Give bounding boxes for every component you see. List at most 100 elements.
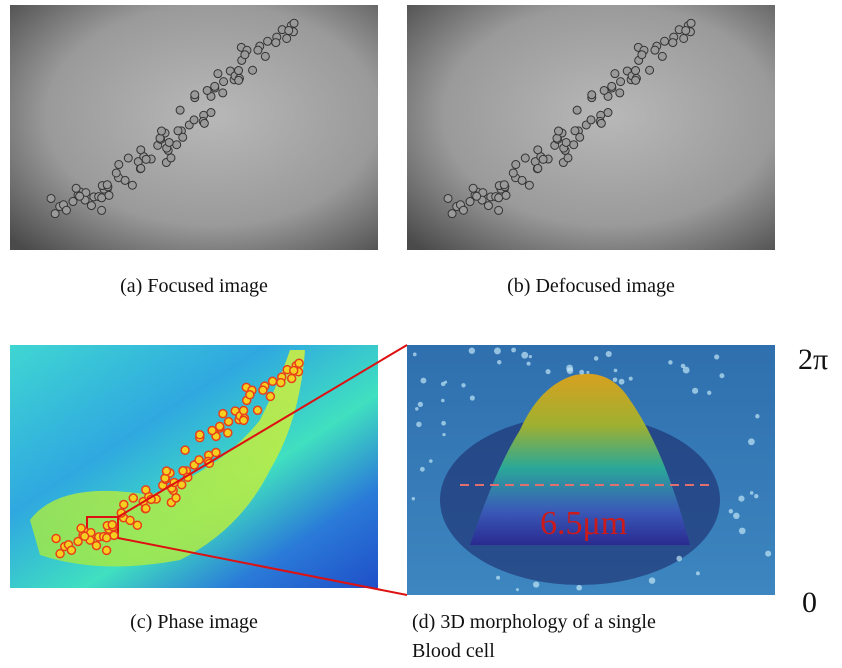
surface-speck xyxy=(733,513,739,519)
surface-speck xyxy=(461,383,465,387)
surface-speck xyxy=(668,360,672,364)
cell xyxy=(571,127,579,135)
cell xyxy=(651,46,659,54)
surface-speck xyxy=(729,509,733,513)
cell xyxy=(632,76,640,84)
cell xyxy=(129,494,137,502)
surface-speck xyxy=(629,377,633,381)
surface-speck xyxy=(529,355,532,358)
surface-speck xyxy=(441,399,445,403)
cell xyxy=(77,524,85,532)
cell xyxy=(121,176,129,184)
cell xyxy=(264,37,272,45)
diameter-label: 6.5μm xyxy=(540,505,627,542)
cell xyxy=(47,194,55,202)
cell xyxy=(92,542,100,550)
cell xyxy=(587,116,595,124)
cell xyxy=(254,46,262,54)
surface-speck xyxy=(614,369,618,373)
cell xyxy=(534,146,542,154)
cell xyxy=(484,202,492,210)
cell xyxy=(555,127,563,135)
surface-speck xyxy=(696,571,700,575)
cell xyxy=(669,39,677,47)
surface-speck xyxy=(415,407,418,410)
phase-image xyxy=(10,345,378,588)
cell xyxy=(176,106,184,114)
cell xyxy=(259,386,267,394)
cell xyxy=(608,82,616,90)
cell xyxy=(254,406,262,414)
cell xyxy=(76,192,84,200)
cell xyxy=(272,39,280,47)
cell xyxy=(174,127,182,135)
cell xyxy=(196,431,204,439)
cell xyxy=(181,446,189,454)
cell xyxy=(658,52,666,60)
3d-morphology: 6.5μm xyxy=(407,345,775,595)
cell xyxy=(459,206,467,214)
cell xyxy=(108,521,116,529)
cell xyxy=(600,86,608,94)
cell xyxy=(539,155,547,163)
surface-speck xyxy=(755,414,759,418)
cell xyxy=(573,106,581,114)
cell xyxy=(219,410,227,418)
cell xyxy=(167,154,175,162)
focused-image xyxy=(10,5,378,250)
defocused-image xyxy=(407,5,775,250)
surface-speck xyxy=(750,491,754,495)
surface-speck xyxy=(619,379,625,385)
surface-speck xyxy=(420,378,426,384)
cell xyxy=(56,550,64,558)
cell xyxy=(295,359,303,367)
cell xyxy=(190,116,198,124)
cell xyxy=(269,377,277,385)
caption: Blood cell xyxy=(412,640,495,662)
cell xyxy=(562,138,570,146)
surface-speck xyxy=(676,556,682,562)
cell xyxy=(277,379,285,387)
surface-speck xyxy=(546,369,551,374)
surface-speck xyxy=(418,402,423,407)
cell xyxy=(495,206,503,214)
surface-speck xyxy=(738,496,744,502)
cell xyxy=(444,194,452,202)
surface-speck xyxy=(416,422,421,427)
cell xyxy=(469,184,477,192)
cell xyxy=(512,161,520,169)
cell xyxy=(611,70,619,78)
caption: (a) Focused image xyxy=(120,275,268,297)
cell xyxy=(687,19,695,27)
cell xyxy=(521,154,529,162)
cell xyxy=(617,78,625,86)
surface-speck xyxy=(469,348,475,354)
cell xyxy=(67,546,75,554)
cell xyxy=(525,181,533,189)
cell xyxy=(632,67,640,75)
cell xyxy=(240,407,248,415)
surface-speck xyxy=(441,421,446,426)
cell xyxy=(207,109,215,117)
cell xyxy=(240,416,248,424)
cell xyxy=(220,78,228,86)
colorbar-min-label: 0 xyxy=(802,586,817,619)
surface-speck xyxy=(413,352,417,356)
surface-speck xyxy=(442,433,445,436)
cell xyxy=(661,37,669,45)
cell xyxy=(120,501,128,509)
surface-speck xyxy=(576,585,582,591)
surface-speck xyxy=(683,367,690,374)
surface-speck xyxy=(754,494,758,498)
cell xyxy=(680,34,688,42)
surface-speck xyxy=(579,370,584,375)
cell xyxy=(285,26,293,34)
cell xyxy=(179,467,187,475)
cell xyxy=(126,516,134,524)
surface-speck xyxy=(533,581,539,587)
cell xyxy=(553,134,561,142)
cell xyxy=(216,422,224,430)
surface-speck xyxy=(748,438,755,445)
colorbar-max-label: 2π xyxy=(798,343,828,376)
cell xyxy=(473,192,481,200)
